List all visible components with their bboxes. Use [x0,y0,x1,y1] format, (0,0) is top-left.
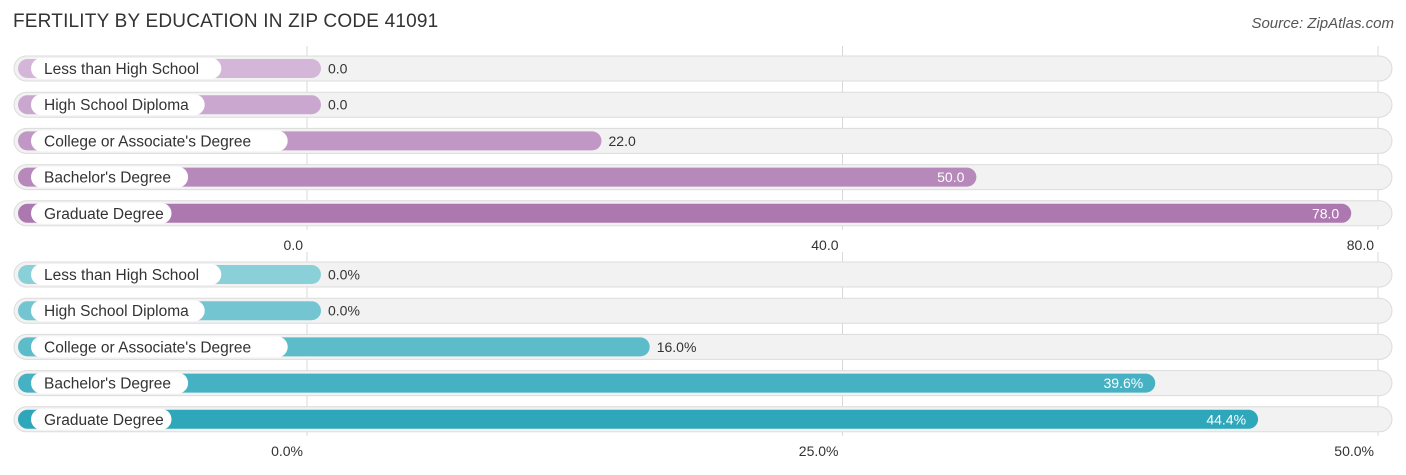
category-label: College or Associate's Degree [44,133,251,150]
category-label-pill [31,372,189,394]
category-label: Graduate Degree [44,412,164,429]
category-label-pill [31,166,189,188]
category-label-pill [31,202,172,224]
category-label: High School Diploma [44,97,189,114]
category-label-pill [31,58,222,79]
tick-label: 80.0 [1347,237,1374,253]
row-background [13,91,1393,118]
tick-label: 50.0% [1334,443,1374,459]
value-label: 39.6% [1104,375,1144,391]
category-label-pill [31,408,172,430]
bar [18,203,1352,223]
value-label: 0.0 [328,97,348,113]
value-label: 0.0% [328,267,360,283]
row-background [13,261,1393,288]
tick-label: 40.0 [811,237,838,253]
category-label: High School Diploma [44,303,189,320]
category-label: Less than High School [44,61,199,78]
tick-label: 25.0% [799,443,839,459]
category-label: Bachelor's Degree [44,170,171,187]
source-note: Source: ZipAtlas.com [1251,15,1394,32]
category-label: Bachelor's Degree [44,376,171,393]
value-label: 0.0% [328,303,360,319]
chart-title: FERTILITY BY EDUCATION IN ZIP CODE 41091 [13,11,439,32]
category-label: Less than High School [44,267,199,284]
category-label-pill [31,336,288,358]
category-label: College or Associate's Degree [44,339,251,356]
value-label: 78.0 [1312,205,1339,221]
category-label-pill [31,130,288,152]
bar [18,167,977,187]
category-label-pill [31,300,205,322]
value-label: 44.4% [1206,411,1246,427]
category-label: Graduate Degree [44,206,164,223]
bar [18,373,1156,393]
row-background [13,55,1393,82]
value-label: 16.0% [657,339,697,355]
tick-label: 0.0 [284,237,304,253]
bar [18,409,1259,429]
category-label-pill [31,264,222,285]
value-label: 0.0 [328,61,348,77]
row-background [13,297,1393,324]
value-label: 50.0 [937,169,964,185]
value-label: 22.0 [609,133,636,149]
category-label-pill [31,94,205,116]
tick-label: 0.0% [271,443,303,459]
